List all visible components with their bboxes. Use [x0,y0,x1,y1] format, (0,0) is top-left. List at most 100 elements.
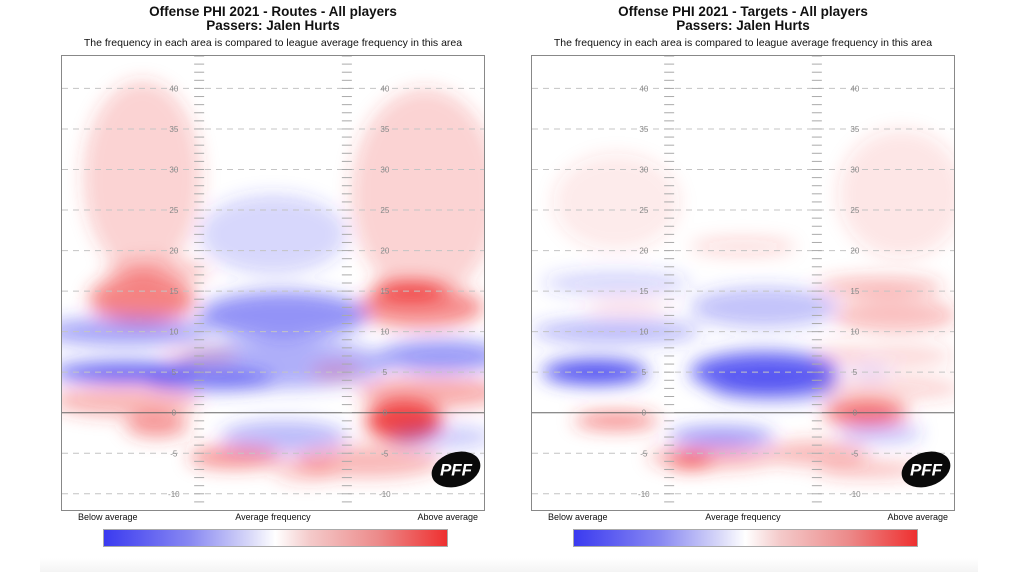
yard-label: 10 [639,328,648,337]
heatmap-blob [199,291,368,340]
heatmap-blob [584,299,670,316]
heatmap-blob [816,461,923,478]
heatmap-blob [711,376,838,401]
heatmap-blob [188,446,282,468]
yard-label: 30 [639,166,648,175]
heatmap-blob [816,376,954,401]
heatmap-blob [351,88,484,300]
yard-label: 25 [169,206,178,215]
chart-passers: Passers: Jalen Hurts [206,18,340,33]
yard-label: 0 [383,409,388,418]
yard-label: -5 [851,449,859,458]
heatmap-blob [378,339,484,373]
yard-label: 40 [380,84,389,93]
heatmap-blob [310,364,362,381]
heatmap-blob [690,238,796,255]
yard-label: 35 [380,125,389,134]
heatmap-blob [199,193,347,275]
chart-subtitle: The frequency in each area is compared t… [83,37,463,49]
heatmap-blob [532,319,701,344]
yard-label: 20 [639,247,648,256]
heatmap-blob [273,457,337,482]
chart-passers: Passers: Jalen Hurts [676,18,810,33]
yard-label: -5 [381,449,389,458]
pff-logo-text: PFF [910,460,943,479]
yard-label: 40 [169,84,178,93]
heatmap-blob [220,420,347,454]
yard-label: 35 [639,125,648,134]
yard-label: 15 [380,287,389,296]
pff-logo: PFF [431,451,481,488]
heatmap-blob [104,260,210,282]
heatmap-blob [816,277,944,297]
heatmap-blob [837,128,954,259]
yard-label: 40 [639,84,648,93]
yard-label: -10 [168,490,180,499]
heatmap-blob [83,80,202,275]
heatmap-cells [532,128,954,478]
yard-label: -10 [849,490,861,499]
yard-label: 20 [169,247,178,256]
yard-label: 0 [853,409,858,418]
targets-panel: Offense PHI 2021 - Targets - All players… [508,0,978,560]
legend-below-label: Below average [548,512,608,522]
yard-label: 0 [172,409,177,418]
yard-label: 30 [850,166,859,175]
yard-label: 15 [850,287,859,296]
legend-average-label: Average frequency [235,512,311,522]
routes-heatmap: 40 40 35 35 30 30 25 25 20 20 15 15 10 10 5 5 0 0 -5 -5 -10 -… [61,55,485,511]
heatmap-blob [648,446,775,468]
heatmap-blob [357,287,484,328]
heatmap-blob [542,360,649,385]
heatmap-blob [357,376,484,409]
legend-below-label: Below average [78,512,138,522]
heatmap-blob [848,346,954,366]
yard-label: 30 [169,166,178,175]
targets-heatmap: 40 40 35 35 30 30 25 25 20 20 15 15 10 10 5 5 0 0 -5 -5 -10 -… [531,55,955,511]
pff-logo-shape [431,451,481,488]
yard-label: 25 [380,206,389,215]
legend-above-label: Above average [887,512,948,522]
pff-logo-text: PFF [440,460,473,479]
heatmap-svg: 40 40 35 35 30 30 25 25 20 20 15 15 10 10 5 5 0 0 -5 -5 -10 -… [62,56,484,510]
yard-label: 30 [380,166,389,175]
heatmap-blob [837,423,923,443]
yard-label: 20 [850,247,859,256]
heatmap-blob [690,287,838,328]
yard-label: 5 [642,368,647,377]
legend-average-label: Average frequency [705,512,781,522]
heatmap-blob [669,426,775,448]
yard-label: 15 [169,287,178,296]
heatmap-blob [125,412,189,438]
heatmap-blob [553,153,680,251]
heatmap-blob [62,317,210,347]
heatmap-blob [812,346,864,366]
yard-label: 40 [850,84,859,93]
yard-label: 5 [383,368,388,377]
heatmap-blob [831,299,954,332]
yard-label: -5 [640,449,648,458]
heatmap-blob [542,270,691,296]
pff-logo-shape [901,451,951,488]
yard-label: 25 [850,206,859,215]
routes-panel: Offense PHI 2021 - Routes - All players … [38,0,508,560]
page-footer-shadow [40,558,978,572]
yard-label: 20 [380,247,389,256]
heatmap-blob [848,364,891,381]
yard-label: -10 [379,490,391,499]
heatmap-blob [389,424,484,450]
heatmap-blob [178,339,390,389]
yard-label: 35 [850,125,859,134]
heatmap-svg: 40 40 35 35 30 30 25 25 20 20 15 15 10 10 5 5 0 0 -5 -5 -10 -… [532,56,954,510]
yard-label: -5 [170,449,178,458]
yard-label: -10 [638,490,650,499]
heatmap-blob [574,412,659,429]
chart-subtitle: The frequency in each area is compared t… [553,37,933,49]
yard-label: 25 [639,206,648,215]
chart-title: Offense PHI 2021 - Targets - All players [618,4,868,19]
yard-label: 5 [172,368,177,377]
yard-label: 35 [169,125,178,134]
chart-title: Offense PHI 2021 - Routes - All players [149,4,397,19]
yard-label: 0 [642,409,647,418]
heatmap-blob [62,384,200,417]
